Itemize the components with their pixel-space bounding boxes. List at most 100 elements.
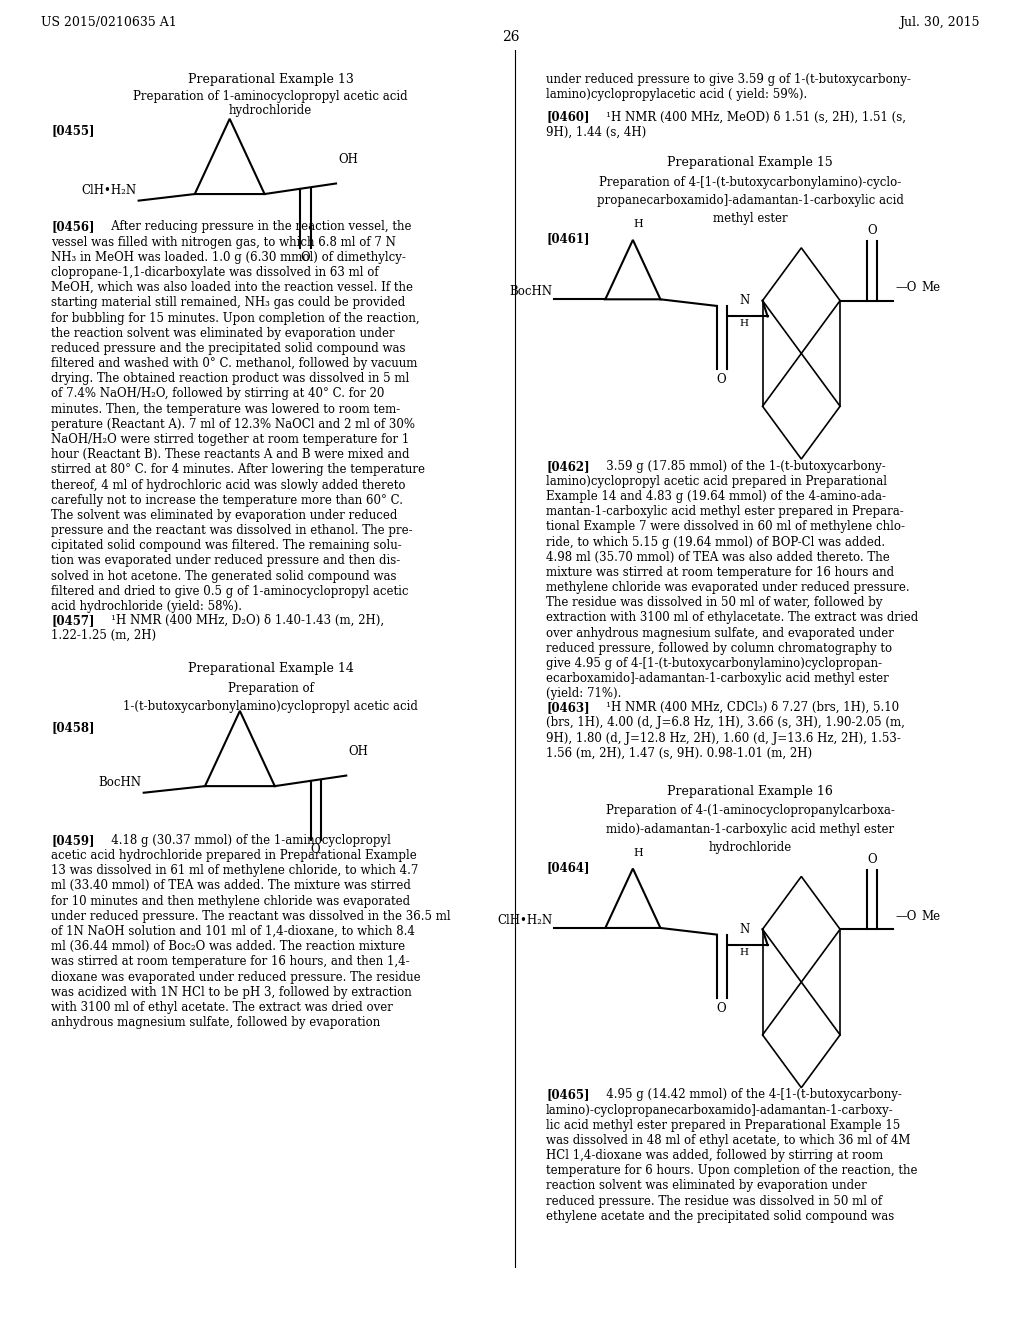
Text: (brs, 1H), 4.00 (d, J=6.8 Hz, 1H), 3.66 (s, 3H), 1.90-2.05 (m,: (brs, 1H), 4.00 (d, J=6.8 Hz, 1H), 3.66 … bbox=[546, 717, 905, 730]
Text: reaction solvent was eliminated by evaporation under: reaction solvent was eliminated by evapo… bbox=[546, 1180, 867, 1192]
Text: mixture was stirred at room temperature for 16 hours and: mixture was stirred at room temperature … bbox=[546, 566, 894, 579]
Text: mantan-1-carboxylic acid methyl ester prepared in Prepara-: mantan-1-carboxylic acid methyl ester pr… bbox=[546, 506, 904, 519]
Text: stirred at 80° C. for 4 minutes. After lowering the temperature: stirred at 80° C. for 4 minutes. After l… bbox=[51, 463, 425, 477]
Text: with 3100 ml of ethyl acetate. The extract was dried over: with 3100 ml of ethyl acetate. The extra… bbox=[51, 1001, 393, 1014]
Text: [0459]: [0459] bbox=[51, 834, 94, 847]
Text: [0462]: [0462] bbox=[546, 459, 590, 473]
Text: ride, to which 5.15 g (19.64 mmol) of BOP-Cl was added.: ride, to which 5.15 g (19.64 mmol) of BO… bbox=[546, 536, 885, 549]
Text: H: H bbox=[739, 319, 749, 329]
Text: reduced pressure and the precipitated solid compound was: reduced pressure and the precipitated so… bbox=[51, 342, 406, 355]
Text: under reduced pressure. The reactant was dissolved in the 36.5 ml: under reduced pressure. The reactant was… bbox=[51, 909, 451, 923]
Text: 1.56 (m, 2H), 1.47 (s, 9H). 0.98-1.01 (m, 2H): 1.56 (m, 2H), 1.47 (s, 9H). 0.98-1.01 (m… bbox=[546, 747, 812, 760]
Text: [0458]: [0458] bbox=[51, 722, 94, 734]
Text: O: O bbox=[301, 251, 310, 264]
Text: [0461]: [0461] bbox=[546, 232, 590, 246]
Text: acid hydrochloride (yield: 58%).: acid hydrochloride (yield: 58%). bbox=[51, 599, 242, 612]
Text: ecarboxamido]-adamantan-1-carboxylic acid methyl ester: ecarboxamido]-adamantan-1-carboxylic aci… bbox=[546, 672, 889, 685]
Text: 4.18 g (30.37 mmol) of the 1-aminocyclopropyl: 4.18 g (30.37 mmol) of the 1-aminocyclop… bbox=[100, 834, 391, 847]
Text: Preparational Example 14: Preparational Example 14 bbox=[187, 663, 353, 676]
Text: Example 14 and 4.83 g (19.64 mmol) of the 4-amino-ada-: Example 14 and 4.83 g (19.64 mmol) of th… bbox=[546, 490, 886, 503]
Text: NaOH/H₂O were stirred together at room temperature for 1: NaOH/H₂O were stirred together at room t… bbox=[51, 433, 410, 446]
Text: pressure and the reactant was dissolved in ethanol. The pre-: pressure and the reactant was dissolved … bbox=[51, 524, 413, 537]
Text: perature (Reactant A). 7 ml of 12.3% NaOCl and 2 ml of 30%: perature (Reactant A). 7 ml of 12.3% NaO… bbox=[51, 417, 415, 430]
Text: Jul. 30, 2015: Jul. 30, 2015 bbox=[899, 16, 980, 29]
Text: 9H), 1.80 (d, J=12.8 Hz, 2H), 1.60 (d, J=13.6 Hz, 2H), 1.53-: 9H), 1.80 (d, J=12.8 Hz, 2H), 1.60 (d, J… bbox=[546, 731, 901, 744]
Text: H: H bbox=[739, 948, 749, 957]
Text: O: O bbox=[867, 224, 877, 238]
Text: The solvent was eliminated by evaporation under reduced: The solvent was eliminated by evaporatio… bbox=[51, 510, 397, 521]
Text: OH: OH bbox=[348, 746, 369, 758]
Text: BocHN: BocHN bbox=[98, 776, 141, 788]
Text: ethylene acetate and the precipitated solid compound was: ethylene acetate and the precipitated so… bbox=[546, 1209, 894, 1222]
Text: reduced pressure, followed by column chromatography to: reduced pressure, followed by column chr… bbox=[546, 642, 892, 655]
Text: ml (33.40 mmol) of TEA was added. The mixture was stirred: ml (33.40 mmol) of TEA was added. The mi… bbox=[51, 879, 411, 892]
Text: mido)-adamantan-1-carboxylic acid methyl ester: mido)-adamantan-1-carboxylic acid methyl… bbox=[606, 822, 894, 836]
Text: of 7.4% NaOH/H₂O, followed by stirring at 40° C. for 20: of 7.4% NaOH/H₂O, followed by stirring a… bbox=[51, 388, 384, 400]
Text: [0463]: [0463] bbox=[546, 701, 590, 714]
Text: O: O bbox=[867, 853, 877, 866]
Text: Me: Me bbox=[922, 281, 941, 294]
Text: tion was evaporated under reduced pressure and then dis-: tion was evaporated under reduced pressu… bbox=[51, 554, 400, 568]
Text: Preparational Example 13: Preparational Example 13 bbox=[187, 73, 353, 86]
Text: Preparation of 1-aminocyclopropyl acetic acid: Preparation of 1-aminocyclopropyl acetic… bbox=[133, 90, 408, 103]
Text: lamino)cyclopropylacetic acid ( yield: 59%).: lamino)cyclopropylacetic acid ( yield: 5… bbox=[546, 87, 807, 100]
Text: minutes. Then, the temperature was lowered to room tem-: minutes. Then, the temperature was lower… bbox=[51, 403, 400, 416]
Text: (yield: 71%).: (yield: 71%). bbox=[546, 688, 622, 701]
Text: Preparational Example 16: Preparational Example 16 bbox=[668, 784, 834, 797]
Text: 13 was dissolved in 61 ml of methylene chloride, to which 4.7: 13 was dissolved in 61 ml of methylene c… bbox=[51, 865, 419, 878]
Text: 1.22-1.25 (m, 2H): 1.22-1.25 (m, 2H) bbox=[51, 628, 157, 642]
Text: solved in hot acetone. The generated solid compound was: solved in hot acetone. The generated sol… bbox=[51, 570, 396, 582]
Text: [0460]: [0460] bbox=[546, 111, 590, 124]
Text: hydrochloride: hydrochloride bbox=[709, 841, 792, 854]
Text: NH₃ in MeOH was loaded. 1.0 g (6.30 mmol) of dimethylcy-: NH₃ in MeOH was loaded. 1.0 g (6.30 mmol… bbox=[51, 251, 406, 264]
Text: thereof, 4 ml of hydrochloric acid was slowly added thereto: thereof, 4 ml of hydrochloric acid was s… bbox=[51, 479, 406, 491]
Text: cipitated solid compound was filtered. The remaining solu-: cipitated solid compound was filtered. T… bbox=[51, 540, 401, 552]
Text: [0464]: [0464] bbox=[546, 861, 590, 874]
Text: US 2015/0210635 A1: US 2015/0210635 A1 bbox=[41, 16, 176, 29]
Text: 1-(t-butoxycarbonylamino)cyclopropyl acetic acid: 1-(t-butoxycarbonylamino)cyclopropyl ace… bbox=[123, 701, 418, 713]
Text: tional Example 7 were dissolved in 60 ml of methylene chlo-: tional Example 7 were dissolved in 60 ml… bbox=[546, 520, 905, 533]
Text: methylene chloride was evaporated under reduced pressure.: methylene chloride was evaporated under … bbox=[546, 581, 909, 594]
Text: vessel was filled with nitrogen gas, to which 6.8 ml of 7 N: vessel was filled with nitrogen gas, to … bbox=[51, 235, 396, 248]
Text: H: H bbox=[633, 219, 643, 230]
Text: —O: —O bbox=[895, 909, 916, 923]
Text: dioxane was evaporated under reduced pressure. The residue: dioxane was evaporated under reduced pre… bbox=[51, 970, 421, 983]
Text: over anhydrous magnesium sulfate, and evaporated under: over anhydrous magnesium sulfate, and ev… bbox=[546, 627, 894, 640]
Text: BocHN: BocHN bbox=[509, 285, 552, 298]
Text: ¹H NMR (400 MHz, D₂O) δ 1.40-1.43 (m, 2H),: ¹H NMR (400 MHz, D₂O) δ 1.40-1.43 (m, 2H… bbox=[100, 614, 384, 627]
Text: [0465]: [0465] bbox=[546, 1088, 590, 1101]
Text: hydrochloride: hydrochloride bbox=[229, 104, 312, 117]
Text: was dissolved in 48 ml of ethyl acetate, to which 36 ml of 4M: was dissolved in 48 ml of ethyl acetate,… bbox=[546, 1134, 910, 1147]
Text: MeOH, which was also loaded into the reaction vessel. If the: MeOH, which was also loaded into the rea… bbox=[51, 281, 413, 294]
Text: lamino)-cyclopropanecarboxamido]-adamantan-1-carboxy-: lamino)-cyclopropanecarboxamido]-adamant… bbox=[546, 1104, 894, 1117]
Text: O: O bbox=[717, 1002, 726, 1015]
Text: lamino)cyclopropyl acetic acid prepared in Preparational: lamino)cyclopropyl acetic acid prepared … bbox=[546, 475, 887, 488]
Text: Me: Me bbox=[922, 909, 941, 923]
Text: Preparation of 4-(1-aminocyclopropanylcarboxa-: Preparation of 4-(1-aminocyclopropanylca… bbox=[606, 804, 895, 817]
Text: 4.95 g (14.42 mmol) of the 4-[1-(t-butoxycarbony-: 4.95 g (14.42 mmol) of the 4-[1-(t-butox… bbox=[595, 1088, 902, 1101]
Text: under reduced pressure to give 3.59 g of 1-(t-butoxycarbony-: under reduced pressure to give 3.59 g of… bbox=[546, 73, 911, 86]
Text: ml (36.44 mmol) of Boc₂O was added. The reaction mixture: ml (36.44 mmol) of Boc₂O was added. The … bbox=[51, 940, 406, 953]
Text: temperature for 6 hours. Upon completion of the reaction, the: temperature for 6 hours. Upon completion… bbox=[546, 1164, 918, 1177]
Text: the reaction solvent was eliminated by evaporation under: the reaction solvent was eliminated by e… bbox=[51, 327, 394, 339]
Text: After reducing pressure in the reaction vessel, the: After reducing pressure in the reaction … bbox=[100, 220, 412, 234]
Text: Preparational Example 15: Preparational Example 15 bbox=[668, 156, 834, 169]
Text: for 10 minutes and then methylene chloride was evaporated: for 10 minutes and then methylene chlori… bbox=[51, 895, 411, 908]
Text: for bubbling for 15 minutes. Upon completion of the reaction,: for bubbling for 15 minutes. Upon comple… bbox=[51, 312, 420, 325]
Text: hour (Reactant B). These reactants A and B were mixed and: hour (Reactant B). These reactants A and… bbox=[51, 449, 410, 461]
Text: N: N bbox=[739, 923, 750, 936]
Text: ClH•H₂N: ClH•H₂N bbox=[497, 913, 552, 927]
Text: Preparation of: Preparation of bbox=[227, 682, 313, 696]
Text: reduced pressure. The residue was dissolved in 50 ml of: reduced pressure. The residue was dissol… bbox=[546, 1195, 883, 1208]
Text: drying. The obtained reaction product was dissolved in 5 ml: drying. The obtained reaction product wa… bbox=[51, 372, 410, 385]
Text: OH: OH bbox=[338, 153, 358, 166]
Text: methyl ester: methyl ester bbox=[713, 213, 787, 226]
Text: filtered and washed with 0° C. methanol, followed by vacuum: filtered and washed with 0° C. methanol,… bbox=[51, 358, 418, 370]
Text: lic acid methyl ester prepared in Preparational Example 15: lic acid methyl ester prepared in Prepar… bbox=[546, 1118, 900, 1131]
Text: The residue was dissolved in 50 ml of water, followed by: The residue was dissolved in 50 ml of wa… bbox=[546, 597, 883, 610]
Text: anhydrous magnesium sulfate, followed by evaporation: anhydrous magnesium sulfate, followed by… bbox=[51, 1016, 380, 1030]
Text: clopropane-1,1-dicarboxylate was dissolved in 63 ml of: clopropane-1,1-dicarboxylate was dissolv… bbox=[51, 267, 379, 279]
Text: [0456]: [0456] bbox=[51, 220, 94, 234]
Text: ¹H NMR (400 MHz, CDCl₃) δ 7.27 (brs, 1H), 5.10: ¹H NMR (400 MHz, CDCl₃) δ 7.27 (brs, 1H)… bbox=[595, 701, 899, 714]
Text: was acidized with 1N HCl to be pH 3, followed by extraction: was acidized with 1N HCl to be pH 3, fol… bbox=[51, 986, 412, 999]
